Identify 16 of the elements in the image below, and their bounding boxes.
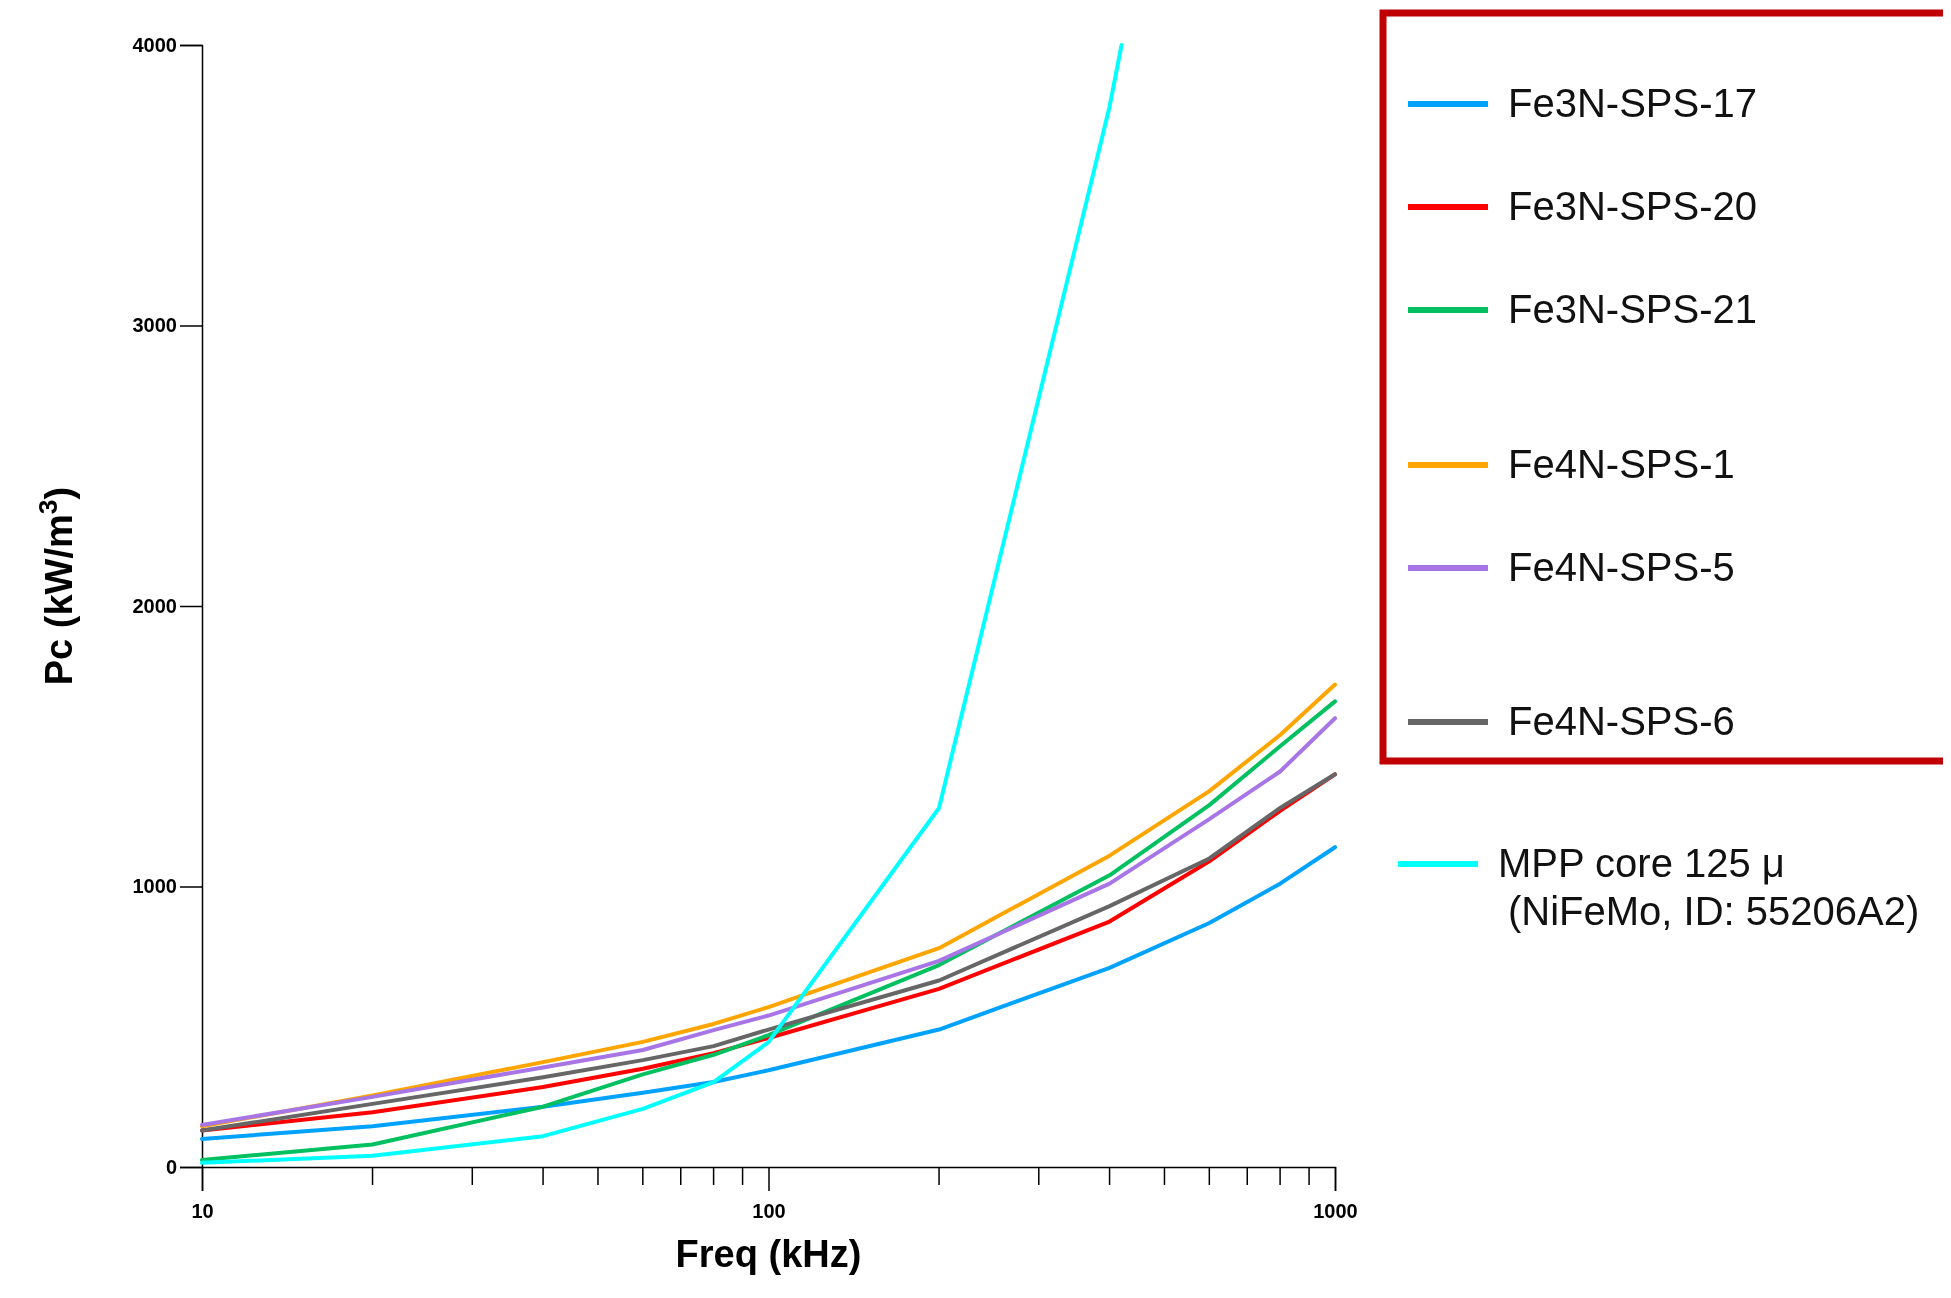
legend-label: Fe3N-SPS-17 bbox=[1508, 81, 1757, 125]
y-tick-label: 4000 bbox=[132, 33, 177, 56]
legend-label: Fe4N-SPS-5 bbox=[1508, 545, 1735, 589]
legend-label: Fe3N-SPS-20 bbox=[1508, 184, 1757, 228]
x-tick-label: 100 bbox=[752, 1200, 786, 1222]
x-axis-title: Freq (kHz) bbox=[675, 1233, 862, 1275]
legend-label: Fe3N-SPS-21 bbox=[1508, 287, 1757, 331]
legend-label: Fe4N-SPS-6 bbox=[1508, 699, 1735, 743]
y-tick-label: 3000 bbox=[132, 314, 177, 337]
legend-label: MPP core 125 μ (NiFeMo, ID: 55206A2) bbox=[1498, 841, 1920, 933]
x-tick-label: 1000 bbox=[1313, 1200, 1358, 1222]
y-tick-label: 2000 bbox=[132, 594, 177, 617]
y-tick-label: 1000 bbox=[132, 875, 177, 898]
legend-label: Fe4N-SPS-1 bbox=[1508, 442, 1735, 486]
y-tick-label: 0 bbox=[165, 1155, 177, 1178]
x-tick-label: 10 bbox=[191, 1200, 214, 1222]
